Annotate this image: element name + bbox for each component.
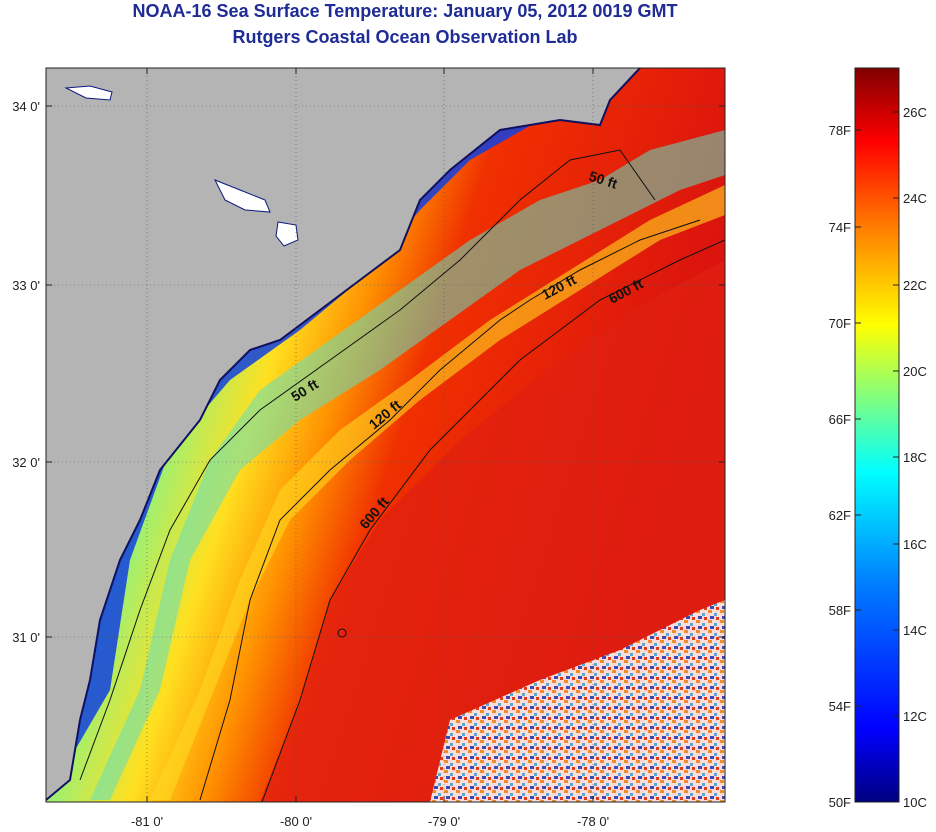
lat-tick-label: 34 0'	[12, 99, 40, 114]
lat-tick-label: 31 0'	[12, 630, 40, 645]
colorbar	[854, 67, 900, 803]
colorbar-c-label: 16C	[903, 537, 927, 552]
colorbar-c-label: 14C	[903, 623, 927, 638]
coastline	[46, 68, 641, 801]
map-title: NOAA-16 Sea Surface Temperature: January…	[132, 1, 678, 21]
colorbar-f-label: 50F	[829, 795, 851, 810]
colorbar-f-label: 74F	[829, 220, 851, 235]
colorbar-f-label: 58F	[829, 603, 851, 618]
colorbar-f-label: 70F	[829, 316, 851, 331]
colorbar-f-label: 78F	[829, 123, 851, 138]
midshelf-band	[90, 130, 725, 800]
colorbar-c-label: 22C	[903, 278, 927, 293]
colorbar-c-label: 24C	[903, 191, 927, 206]
colorbar-f-label: 62F	[829, 508, 851, 523]
colorbar-c-label: 20C	[903, 364, 927, 379]
lon-tick-label: -79 0'	[428, 814, 460, 829]
cloud-cover	[430, 600, 725, 802]
colorbar-ticks	[855, 111, 899, 717]
colorbar-c-label: 12C	[903, 709, 927, 724]
colorbar-c-label: 18C	[903, 450, 927, 465]
contour-ring	[337, 628, 347, 638]
lon-tick-label: -81 0'	[131, 814, 163, 829]
contour-120ft	[199, 219, 701, 801]
lat-tick-label: 33 0'	[12, 278, 40, 293]
map-subtitle: Rutgers Coastal Ocean Observation Lab	[232, 27, 578, 47]
map-area: 50 ft 120 ft 600 ft 50 ft 120 ft 600 ft	[46, 68, 725, 802]
lon-tick-label: -80 0'	[280, 814, 312, 829]
colorbar-c-label: 26C	[903, 105, 927, 120]
land	[46, 68, 640, 800]
colorbar-f-label: 54F	[829, 699, 851, 714]
colorbar-f-label: 66F	[829, 412, 851, 427]
inland-lake	[64, 85, 113, 101]
lat-tick-label: 32 0'	[12, 455, 40, 470]
contour-600ft	[261, 239, 725, 802]
lon-tick-label: -78 0'	[577, 814, 609, 829]
lake-moultrie	[275, 221, 299, 247]
contour-50ft	[79, 149, 656, 781]
colorbar-c-label: 10C	[903, 795, 927, 810]
lake-marion	[213, 179, 271, 213]
frame-ticks	[46, 68, 725, 802]
map-frame	[45, 67, 726, 803]
